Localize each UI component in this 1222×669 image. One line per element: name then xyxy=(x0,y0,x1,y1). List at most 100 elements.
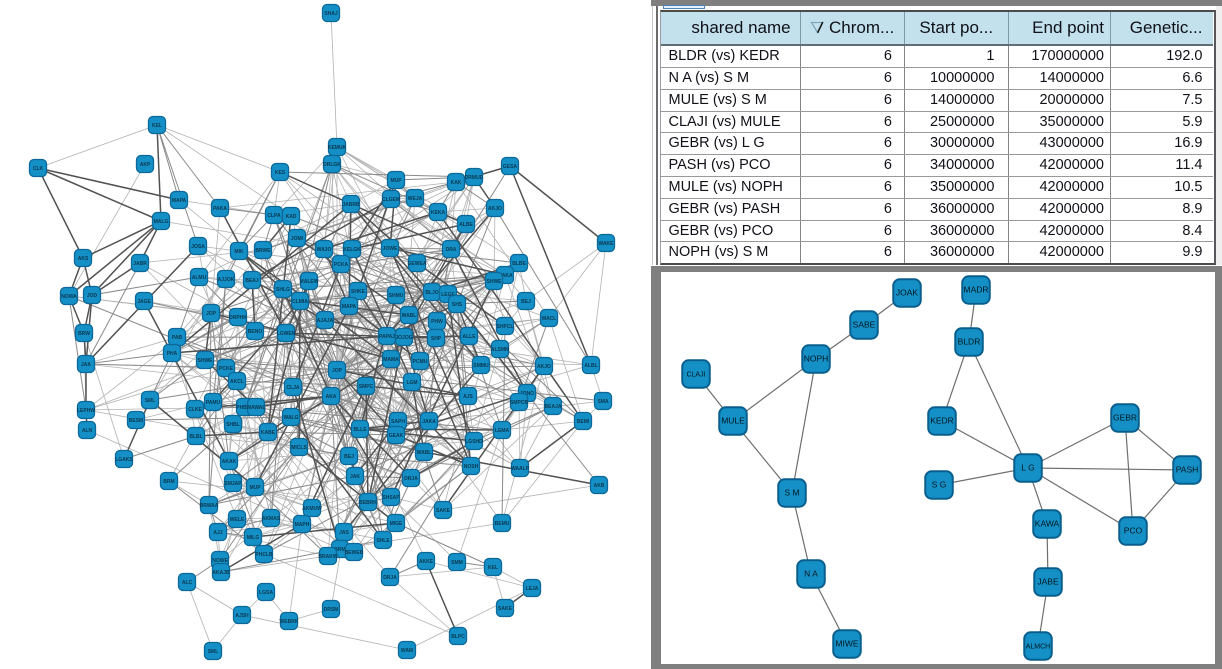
svg-text:AKA: AKA xyxy=(326,394,337,400)
svg-text:SHLE: SHLE xyxy=(376,538,390,544)
svg-text:JABE: JABE xyxy=(1037,577,1059,587)
svg-text:ALLE: ALLE xyxy=(462,334,476,340)
svg-text:JOMI: JOMI xyxy=(291,236,304,242)
svg-text:ALSMM: ALSMM xyxy=(491,347,509,353)
svg-text:SHKE: SHKE xyxy=(351,289,366,295)
svg-text:JABR: JABR xyxy=(133,261,147,267)
svg-text:BEJ: BEJ xyxy=(521,299,531,305)
svg-text:PASH: PASH xyxy=(1176,465,1199,475)
svg-text:AJSH: AJSH xyxy=(235,613,249,619)
svg-text:BEWEB: BEWEB xyxy=(345,550,364,556)
svg-text:BEJ: BEJ xyxy=(344,454,354,460)
svg-text:KABE: KABE xyxy=(261,430,276,436)
svg-text:S G: S G xyxy=(932,480,947,490)
svg-text:SHPCL: SHPCL xyxy=(497,324,514,330)
svg-text:KEL: KEL xyxy=(152,123,162,129)
svg-text:CLGEM: CLGEM xyxy=(382,197,400,203)
svg-text:JOP: JOP xyxy=(206,311,217,317)
svg-text:DRJA: DRJA xyxy=(404,476,418,482)
svg-text:ALN: ALN xyxy=(82,428,93,434)
svg-text:WAJO: WAJO xyxy=(317,247,332,253)
svg-text:MALEW: MALEW xyxy=(300,279,319,285)
svg-text:BEAJA: BEAJA xyxy=(545,404,562,410)
svg-text:L G: L G xyxy=(1021,463,1034,473)
svg-text:PCKE: PCKE xyxy=(219,366,234,372)
svg-text:LGAKS: LGAKS xyxy=(115,457,133,463)
svg-text:BLDR: BLDR xyxy=(958,337,981,347)
svg-text:GESA: GESA xyxy=(503,164,518,170)
svg-text:AKS: AKS xyxy=(78,256,89,262)
svg-text:MUP: MUP xyxy=(249,485,261,491)
svg-text:LGSHD: LGSHD xyxy=(465,439,483,445)
svg-text:ALMU: ALMU xyxy=(192,275,207,281)
svg-text:BLJO: BLJO xyxy=(425,290,438,296)
svg-text:BRWAA: BRWAA xyxy=(200,503,219,509)
svg-text:WELE: WELE xyxy=(230,517,245,523)
svg-text:JOJOG: JOJOG xyxy=(395,335,412,341)
svg-text:PHA: PHA xyxy=(167,351,178,357)
svg-text:ALBE: ALBE xyxy=(459,222,473,228)
svg-text:PCMU: PCMU xyxy=(413,359,428,365)
svg-text:JAGE: JAGE xyxy=(137,299,151,305)
svg-text:JOAK: JOAK xyxy=(896,288,919,298)
svg-text:AKJO: AKJO xyxy=(488,206,502,212)
svg-text:DRA: DRA xyxy=(446,247,457,253)
svg-text:NOWA: NOWA xyxy=(61,294,77,300)
svg-text:ALBL: ALBL xyxy=(584,363,597,369)
svg-text:WABL: WABL xyxy=(402,313,417,319)
svg-text:SMPC: SMPC xyxy=(359,384,374,390)
svg-text:KAD: KAD xyxy=(286,214,297,220)
svg-text:BLPC: BLPC xyxy=(451,634,465,640)
svg-text:LEGE: LEGE xyxy=(441,292,455,298)
svg-text:MILG: MILG xyxy=(247,535,260,541)
svg-text:MADR: MADR xyxy=(963,285,988,295)
svg-text:N A: N A xyxy=(804,569,818,579)
svg-text:WEBRK: WEBRK xyxy=(280,619,299,625)
svg-text:PAKA: PAKA xyxy=(213,206,227,212)
svg-text:SHMU: SHMU xyxy=(389,293,404,299)
svg-text:BEAJ: BEAJ xyxy=(245,278,259,284)
svg-text:KEDR: KEDR xyxy=(930,416,954,426)
svg-text:PCKA: PCKA xyxy=(334,262,349,268)
svg-text:SMJAP: SMJAP xyxy=(224,481,242,487)
svg-text:MAMA: MAMA xyxy=(383,357,399,363)
svg-text:DRMUD: DRMUD xyxy=(465,175,484,181)
svg-text:DRJA: DRJA xyxy=(383,575,397,581)
svg-text:BEMI: BEMI xyxy=(577,419,590,425)
svg-text:BEMU: BEMU xyxy=(495,521,510,527)
svg-text:ALC: ALC xyxy=(182,580,193,586)
svg-text:SMA: SMA xyxy=(597,399,609,405)
svg-text:AJJOK: AJJOK xyxy=(218,277,235,283)
svg-text:AKMAS: AKMAS xyxy=(262,516,281,522)
svg-text:CLJA: CLJA xyxy=(286,385,299,391)
svg-text:BLBL: BLBL xyxy=(189,434,202,440)
svg-text:SHBL: SHBL xyxy=(226,422,240,428)
svg-text:LEJA: LEJA xyxy=(526,586,539,592)
svg-text:CLKE: CLKE xyxy=(188,407,202,413)
svg-text:SAKE: SAKE xyxy=(436,508,451,514)
svg-text:WACL: WACL xyxy=(542,316,557,322)
svg-text:AKJO: AKJO xyxy=(537,364,551,370)
svg-text:CLMIA: CLMIA xyxy=(292,299,308,305)
svg-text:AKMUW: AKMUW xyxy=(302,506,322,512)
svg-text:AJJ: AJJ xyxy=(213,530,222,536)
svg-text:BESM: BESM xyxy=(129,418,143,424)
svg-text:AJAJA: AJAJA xyxy=(317,318,334,324)
svg-text:PAMU: PAMU xyxy=(206,400,221,406)
svg-text:CLAJI: CLAJI xyxy=(686,372,705,379)
svg-text:SMM: SMM xyxy=(451,560,463,566)
svg-text:WABL: WABL xyxy=(417,450,432,456)
svg-text:CLK: CLK xyxy=(33,166,44,172)
svg-text:AKAK: AKAK xyxy=(222,459,237,465)
svg-text:ALMCH: ALMCH xyxy=(1026,644,1051,651)
svg-text:LGWEN: LGWEN xyxy=(277,331,296,337)
svg-text:JOWE: JOWE xyxy=(383,246,398,252)
svg-text:NOSH: NOSH xyxy=(464,464,479,470)
svg-text:BRM: BRM xyxy=(163,479,174,485)
svg-text:MUP: MUP xyxy=(390,178,402,184)
svg-text:WALG: WALG xyxy=(284,415,299,421)
svg-text:WAWAL: WAWAL xyxy=(247,405,266,411)
svg-text:MIWE: MIWE xyxy=(835,639,858,649)
svg-text:KEMUK: KEMUK xyxy=(328,145,347,151)
svg-text:SHP: SHP xyxy=(431,336,442,342)
